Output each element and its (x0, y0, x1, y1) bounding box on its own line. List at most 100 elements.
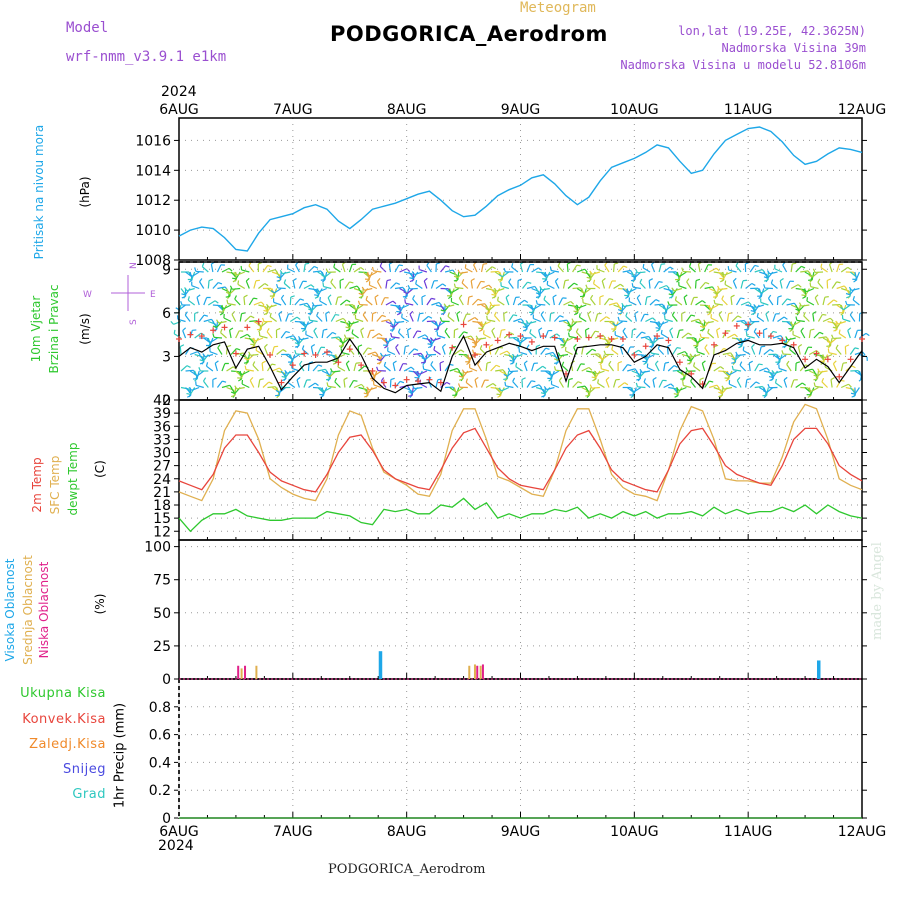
y-tick-label: 27 (153, 459, 171, 475)
wind-barb-flag (352, 306, 357, 310)
wind-barb-field (170, 261, 870, 399)
wind-barb-flag (428, 315, 433, 319)
wind-barb-flag (833, 360, 837, 365)
wind-barb (494, 315, 501, 322)
wind-barb-flag (493, 311, 497, 316)
wind-barb-flag (220, 328, 223, 333)
wind-barb-flag (446, 381, 451, 385)
wind-barb (786, 302, 795, 306)
wind-barb-flag (326, 382, 329, 387)
wind-barb (411, 387, 414, 396)
wind-barb (440, 381, 448, 388)
wind-barb (643, 381, 651, 388)
wind-barb (854, 330, 858, 339)
wind-barb-flag (772, 330, 777, 333)
wind-barb-flag (593, 370, 598, 375)
wind-barb (296, 379, 300, 388)
wind-barb-flag (848, 286, 853, 291)
wind-barb-flag (826, 278, 832, 282)
wind-barb-flag (683, 294, 688, 298)
wind-barb-flag (186, 392, 191, 395)
wind-barb (199, 281, 205, 289)
wind-barb (311, 304, 314, 313)
model-label: Model (66, 20, 109, 36)
wind-barb (481, 284, 490, 290)
wind-barb-flag (564, 279, 570, 282)
wind-barb-flag (769, 348, 774, 352)
wind-barb (348, 380, 354, 388)
y-tick-label: 100 (144, 540, 171, 556)
wind-barb (317, 346, 322, 355)
wind-barb-flag (335, 313, 340, 316)
wind-barb-flag (474, 376, 479, 381)
wind-barb (664, 318, 673, 323)
wind-barb (350, 320, 359, 325)
wind-barb (538, 330, 542, 339)
wind-barb (435, 283, 443, 289)
y-tick-label: 1008 (135, 253, 171, 269)
wind-barb-flag (789, 328, 794, 333)
wind-barb-flag (390, 324, 395, 328)
wind-barb (195, 270, 204, 273)
wind-barb (827, 299, 835, 306)
wind-barb-flag (542, 365, 547, 369)
wind-barb (267, 269, 276, 273)
wind-barb-flag (508, 278, 512, 283)
wind-barb-flag (540, 392, 546, 395)
wind-barb (212, 282, 219, 289)
wind-barb (766, 387, 774, 394)
wind-barb (622, 269, 631, 273)
wind-barb-flag (684, 351, 688, 355)
wind-barb (335, 297, 339, 306)
wind-barb-flag (763, 279, 769, 282)
wind-barb-flag (279, 367, 283, 372)
wind-barb (337, 366, 346, 372)
wind-barb (319, 300, 328, 306)
wind-barb-flag (573, 343, 577, 348)
wind-barb (324, 271, 332, 278)
y-tick-label: 1010 (135, 223, 171, 239)
wind-barb-flag (491, 266, 496, 270)
wind-barb-flag (523, 360, 528, 364)
wind-barb (333, 266, 341, 273)
wind-barb-flag (783, 376, 788, 381)
wind-barb (648, 280, 651, 289)
wind-barb-flag (848, 383, 852, 388)
wind-barb-flag (635, 269, 639, 274)
wind-barb (533, 317, 541, 323)
wind-barb (779, 280, 783, 289)
wind-barb-flag (531, 380, 536, 383)
wind-barb-flag (631, 283, 634, 288)
wind-barb (769, 271, 778, 275)
wind-barb-flag (511, 353, 516, 358)
wind-barb (431, 301, 440, 306)
wind-barb (756, 304, 765, 309)
wind-barb (185, 369, 194, 372)
wind-barb-flag (776, 356, 781, 360)
wind-barb (824, 353, 833, 359)
wind-barb (618, 287, 627, 290)
wind-barb (216, 321, 219, 330)
wind-barb-flag (444, 327, 448, 332)
wind-barb (309, 319, 318, 323)
wind-barb-flag (332, 360, 337, 363)
wind-barb (360, 330, 364, 339)
wind-barb (247, 354, 250, 363)
wind-barb (663, 266, 671, 273)
wind-barb (759, 367, 767, 372)
wind-barb-flag (458, 375, 464, 378)
wind-barb (669, 330, 674, 339)
wind-barb (612, 379, 617, 388)
wind-barb (298, 337, 300, 347)
wind-barb-flag (550, 311, 555, 315)
wind-barb (587, 313, 592, 322)
wind-barb-flag (777, 295, 782, 298)
wind-barb-flag (421, 361, 426, 364)
wind-barb (374, 297, 378, 306)
wind-barb-flag (625, 312, 628, 317)
wind-barb (697, 337, 705, 343)
wind-barb-flag (688, 262, 692, 267)
wind-barb-flag (230, 391, 236, 395)
wind-barb-flag (330, 368, 333, 373)
wind-barb (414, 386, 423, 390)
